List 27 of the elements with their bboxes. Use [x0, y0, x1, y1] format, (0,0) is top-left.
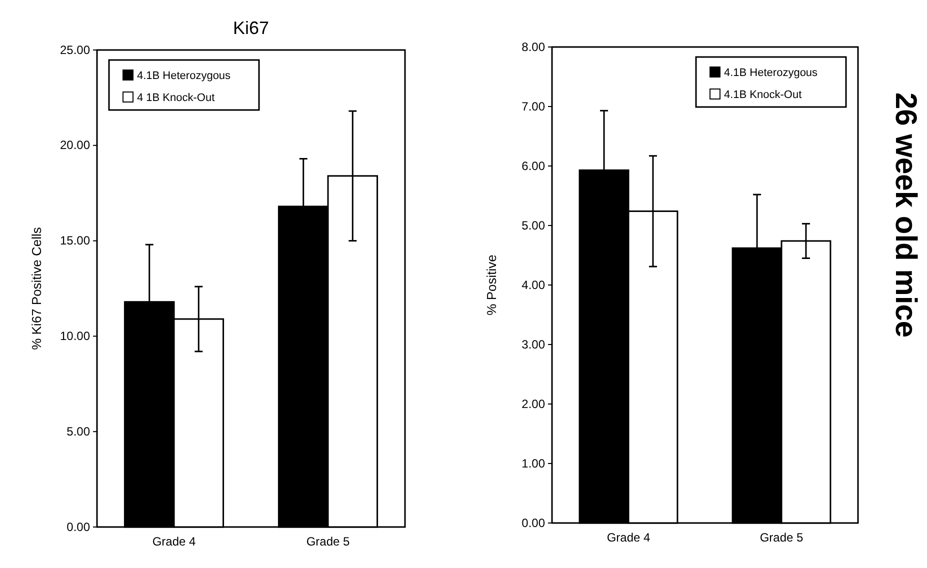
text: 26 week old mice [889, 92, 922, 338]
x-tick-label: Grade 5 [760, 530, 804, 545]
chart-title: Ki67 [232, 18, 270, 38]
y-axis-title: % Ki67 Positive Cells [29, 226, 44, 350]
y-tick-label: 4.00 [522, 278, 546, 292]
legend-label: 4.1B Knock-Out [724, 89, 802, 101]
y-tick-label: 5.00 [66, 424, 90, 438]
y-tick-label: 10.00 [60, 329, 90, 344]
legend-label: 4.1B Heterozygous [724, 67, 818, 79]
y-tick-label: 15.00 [60, 234, 90, 248]
x-tick-label: Grade 5 [306, 534, 350, 549]
y-tick-label: 0.00 [522, 516, 546, 530]
y-tick-label: 7.00 [522, 99, 546, 114]
y-tick-label: 2.00 [522, 396, 546, 411]
y-tick-label: 1.00 [522, 456, 546, 470]
y-tick-label: 20.00 [60, 138, 90, 152]
y-tick-label: 8.00 [522, 40, 546, 54]
x-tick-label: Grade 4 [606, 530, 651, 545]
y-tick-label: 25.00 [60, 42, 90, 57]
y-tick-label: 6.00 [522, 158, 546, 173]
y-tick-label: 3.00 [522, 337, 546, 352]
y-tick-label: 5.00 [522, 218, 546, 232]
x-tick-label: Grade 4 [152, 534, 196, 549]
legend-label: 4 1B Knock-Out [137, 92, 215, 104]
y-axis-title: % Positive [484, 254, 499, 316]
legend-label: 4.1B Heterozygous [137, 70, 232, 82]
y-tick-label: 0.00 [66, 520, 90, 534]
